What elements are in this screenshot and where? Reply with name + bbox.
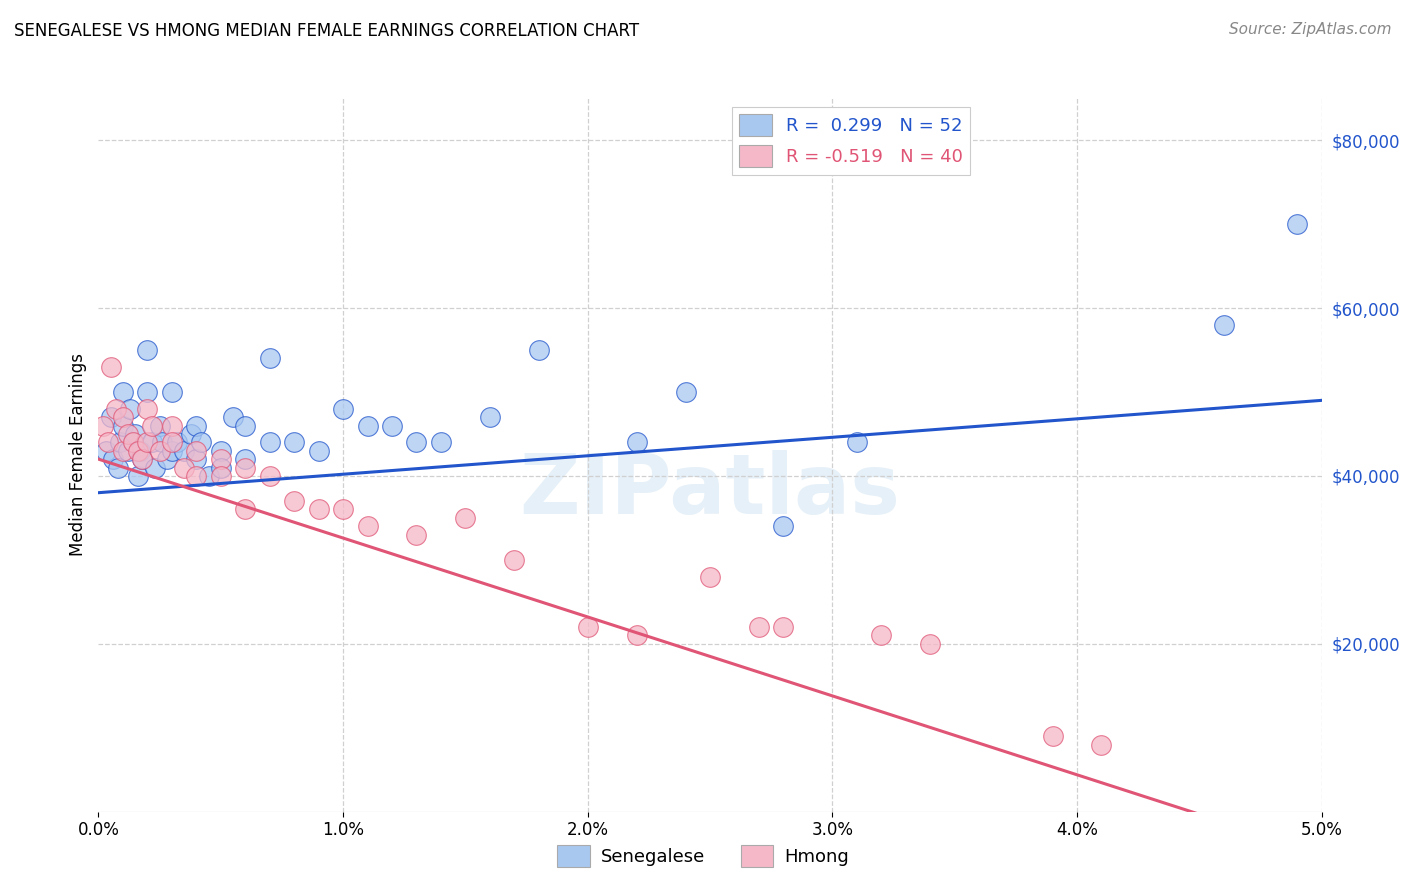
Point [166, 435, 188, 450]
Point [160, 418, 183, 433]
Point [233, 502, 256, 516]
Point [283, 435, 305, 450]
Point [626, 435, 648, 450]
Text: Source: ZipAtlas.com: Source: ZipAtlas.com [1229, 22, 1392, 37]
Point [209, 452, 232, 467]
Point [748, 620, 770, 634]
Point [160, 384, 183, 399]
Point [308, 443, 330, 458]
Point [233, 460, 256, 475]
Point [160, 435, 183, 450]
Point [870, 628, 893, 642]
Point [186, 443, 208, 458]
Point [110, 435, 132, 450]
Point [131, 452, 153, 467]
Point [259, 435, 281, 450]
Point [209, 460, 232, 475]
Point [186, 452, 208, 467]
Point [120, 401, 142, 416]
Point [478, 410, 501, 425]
Point [430, 435, 453, 450]
Point [136, 401, 159, 416]
Point [136, 435, 159, 450]
Point [136, 343, 159, 357]
Point [356, 519, 378, 533]
Point [1286, 217, 1309, 231]
Point [233, 452, 256, 467]
Point [332, 502, 354, 516]
Point [772, 519, 794, 533]
Point [141, 418, 163, 433]
Point [190, 435, 212, 450]
Point [283, 494, 305, 508]
Point [699, 569, 721, 583]
Point [111, 418, 134, 433]
Point [143, 460, 166, 475]
Point [121, 435, 143, 450]
Point [156, 452, 179, 467]
Point [405, 527, 427, 541]
Point [111, 443, 134, 458]
Point [527, 343, 550, 357]
Point [222, 410, 245, 425]
Point [173, 443, 195, 458]
Point [772, 620, 794, 634]
Point [131, 452, 153, 467]
Point [117, 443, 139, 458]
Point [100, 359, 122, 374]
Point [149, 443, 172, 458]
Point [209, 443, 232, 458]
Legend: Senegalese, Hmong: Senegalese, Hmong [550, 838, 856, 874]
Point [107, 460, 129, 475]
Point [124, 426, 146, 441]
Point [94, 443, 117, 458]
Point [173, 460, 195, 475]
Point [1212, 318, 1234, 332]
Point [127, 443, 149, 458]
Point [180, 426, 202, 441]
Point [576, 620, 599, 634]
Point [121, 435, 143, 450]
Point [150, 435, 173, 450]
Point [149, 418, 172, 433]
Point [259, 351, 281, 366]
Text: ZIPatlas: ZIPatlas [520, 450, 900, 531]
Point [101, 452, 124, 467]
Point [197, 469, 219, 483]
Point [845, 435, 868, 450]
Point [454, 511, 477, 525]
Point [675, 384, 697, 399]
Point [104, 401, 127, 416]
Point [129, 443, 152, 458]
Y-axis label: Median Female Earnings: Median Female Earnings [69, 353, 87, 557]
Point [117, 426, 139, 441]
Point [405, 435, 427, 450]
Point [308, 502, 330, 516]
Point [127, 469, 149, 483]
Point [209, 469, 232, 483]
Point [332, 401, 354, 416]
Point [160, 443, 183, 458]
Point [1090, 738, 1112, 752]
Point [136, 384, 159, 399]
Point [920, 637, 942, 651]
Point [91, 418, 114, 433]
Point [356, 418, 378, 433]
Point [259, 469, 281, 483]
Point [100, 410, 122, 425]
Point [1042, 729, 1064, 743]
Point [111, 410, 134, 425]
Point [381, 418, 404, 433]
Point [233, 418, 256, 433]
Point [186, 418, 208, 433]
Point [111, 384, 134, 399]
Text: SENEGALESE VS HMONG MEDIAN FEMALE EARNINGS CORRELATION CHART: SENEGALESE VS HMONG MEDIAN FEMALE EARNIN… [14, 22, 640, 40]
Point [97, 435, 120, 450]
Point [141, 435, 163, 450]
Point [186, 469, 208, 483]
Legend: R =  0.299   N = 52, R = -0.519   N = 40: R = 0.299 N = 52, R = -0.519 N = 40 [733, 107, 970, 175]
Point [626, 628, 648, 642]
Point [503, 553, 526, 567]
